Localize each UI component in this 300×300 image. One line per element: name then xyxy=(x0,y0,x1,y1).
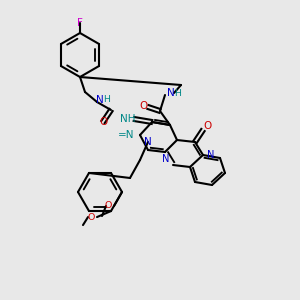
Text: =N: =N xyxy=(118,130,134,140)
Text: H: H xyxy=(103,95,110,104)
Text: N: N xyxy=(167,88,175,98)
Text: O: O xyxy=(87,213,95,222)
Text: O: O xyxy=(99,117,107,127)
Text: O: O xyxy=(139,101,147,111)
Text: N: N xyxy=(144,137,152,147)
Text: N: N xyxy=(207,150,215,160)
Text: O: O xyxy=(204,121,212,131)
Text: N: N xyxy=(96,95,104,105)
Text: F: F xyxy=(77,18,83,28)
Text: NH: NH xyxy=(120,114,136,124)
Text: N: N xyxy=(162,154,170,164)
Text: O: O xyxy=(104,202,112,211)
Text: H: H xyxy=(175,88,182,98)
